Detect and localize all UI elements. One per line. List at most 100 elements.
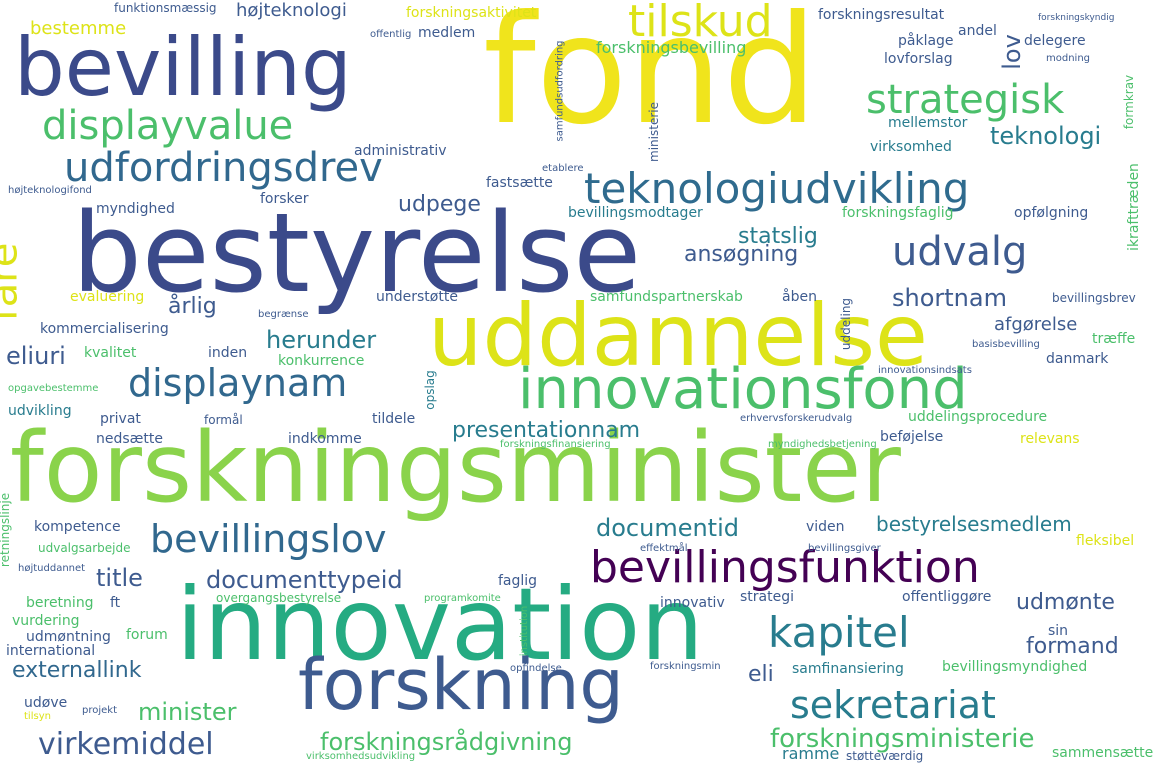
word-lovforslag: lovforslag xyxy=(884,51,953,67)
word-fastsaette: fastsætte xyxy=(486,175,553,191)
word-bevillingsbrev: bevillingsbrev xyxy=(1052,291,1136,305)
word-udvikling: udvikling xyxy=(8,403,72,419)
word-traeffe: træffe xyxy=(1092,331,1136,347)
word-afgorelse: afgørelse xyxy=(994,314,1078,335)
word-retningslinje: retningslinje xyxy=(0,492,13,568)
word-erhvervsforskerudvalg: erhvervsforskerudvalg xyxy=(740,413,853,424)
word-formal: formål xyxy=(204,413,243,427)
word-innovationsfond: innovationsfond xyxy=(518,357,968,422)
word-ministerie: ministerie xyxy=(646,102,661,162)
word-samfundsudfordring: samfundsudfordring xyxy=(554,40,566,142)
word-bestyrelsesmedlem: bestyrelsesmedlem xyxy=(876,512,1072,536)
word-stottevaerdig: støtteværdig xyxy=(846,749,924,763)
word-andel: andel xyxy=(958,23,997,39)
word-virksomhed: virksomhed xyxy=(870,139,952,155)
word-kapitel: kapitel xyxy=(768,608,910,657)
word-kompetence: kompetence xyxy=(34,519,121,535)
word-aben: åben xyxy=(782,289,817,305)
word-minister: minister xyxy=(138,698,237,726)
word-virkemiddel: virkemiddel xyxy=(38,727,214,762)
word-uddeling: uddeling xyxy=(839,297,854,351)
word-udmonte: udmønte xyxy=(1016,590,1115,615)
word-forskningsminister: forskningsminister xyxy=(10,412,901,524)
word-forskning: forskning xyxy=(298,644,624,726)
word-innovativ: innovativ xyxy=(660,595,725,611)
word-samfinansiering: samfinansiering xyxy=(792,661,904,677)
word-relevans: relevans xyxy=(1020,431,1080,447)
word-lov: lov xyxy=(997,34,1026,70)
word-bestemme: bestemme xyxy=(30,18,127,39)
word-begraense: begrænse xyxy=(258,309,309,320)
word-udpege: udpege xyxy=(398,192,481,217)
word-uddelingsprocedure: uddelingsprocedure xyxy=(908,409,1048,425)
word-forskningsmin: forskningsmin xyxy=(650,661,721,672)
word-delegere: delegere xyxy=(1024,33,1086,49)
word-offentlig: offentlig xyxy=(370,29,412,40)
word-forskningsfaglig: forskningsfaglig xyxy=(842,205,954,221)
word-bestyrelse: bestyrelse xyxy=(72,189,642,317)
word-effektmal: effektmål xyxy=(640,543,688,554)
word-opslag: opslag xyxy=(422,370,437,410)
word-eliuri: eliuri xyxy=(6,342,66,370)
word-bevillingsgiver: bevillingsgiver xyxy=(808,543,881,554)
word-teknologi: teknologi xyxy=(990,122,1102,150)
word-sin: sin xyxy=(1048,623,1069,639)
word-viden: viden xyxy=(806,519,845,535)
word-sekretariat: sekretariat xyxy=(790,683,996,727)
word-ikrafttraeden: ikrafttræden xyxy=(1125,163,1142,251)
word-basisbevilling: basisbevilling xyxy=(972,339,1040,350)
word-befojelse: beføjelse xyxy=(880,429,944,445)
word-international: international xyxy=(6,643,96,659)
word-understotte: understøtte xyxy=(376,289,458,305)
word-evaluering: evaluering xyxy=(70,289,145,305)
word-fleksibel: fleksibel xyxy=(1076,533,1135,549)
word-udvalg: udvalg xyxy=(892,229,1028,275)
word-administrativ: administrativ xyxy=(354,143,447,159)
word-tildele: tildele xyxy=(372,411,416,427)
word-opgavebestemme: opgavebestemme xyxy=(8,383,99,394)
word-kvalitet: kvalitet xyxy=(84,345,137,361)
word-fond: fond xyxy=(483,0,818,158)
word-modning: modning xyxy=(1046,53,1091,64)
word-displayvalue: displayvalue xyxy=(42,103,294,149)
word-externallink: externallink xyxy=(12,658,142,683)
word-udvalgsarbejde: udvalgsarbejde xyxy=(38,541,131,555)
word-virksomhedsudvikling: virksomhedsudvikling xyxy=(306,751,416,762)
word-privat: privat xyxy=(100,411,141,427)
word-forsker: forsker xyxy=(260,191,309,207)
word-udmontning: udmøntning xyxy=(26,629,111,645)
word-udfordringsdrev: udfordringsdrev xyxy=(64,145,383,191)
word-forskningskyndig: forskningskyndig xyxy=(1038,13,1115,23)
word-ft: ft xyxy=(110,595,121,611)
word-nedsaette: nedsætte xyxy=(96,431,164,447)
word-indkomme: indkomme xyxy=(288,431,362,447)
word-formkrav: formkrav xyxy=(1122,74,1137,130)
word-forskningsministerie: forskningsministerie xyxy=(770,724,1035,754)
word-tilskud: tilskud xyxy=(628,0,773,47)
word-samfundspartnerskab: samfundspartnerskab xyxy=(590,289,743,305)
word-konkurrence: konkurrence xyxy=(278,353,365,369)
word-hojteknologi: højteknologi xyxy=(236,0,347,21)
word-ansogning: ansøgning xyxy=(684,242,799,267)
word-danmark: danmark xyxy=(1046,351,1109,367)
word-overgangsbestyrelse: overgangsbestyrelse xyxy=(216,591,342,605)
word-projekt: projekt xyxy=(82,705,117,716)
word-etablere: etablere xyxy=(542,163,584,174)
word-shortnam: shortnam xyxy=(892,284,1007,312)
word-opfindelse: opfindelse xyxy=(510,663,562,674)
word-documentid: documentid xyxy=(596,514,739,542)
word-udove: udøve xyxy=(24,695,68,711)
word-formand: formand xyxy=(1026,634,1119,659)
word-beretning: beretning xyxy=(26,595,94,611)
word-herunder: herunder xyxy=(266,326,377,354)
word-teknologiudvikling: teknologiudvikling xyxy=(584,164,970,213)
word-bevilling: bevilling xyxy=(14,21,352,114)
word-fare: fare xyxy=(0,242,27,322)
word-presentationnam: presentationnam xyxy=(452,418,641,443)
word-forum: forum xyxy=(126,627,168,643)
word-statslig: statslig xyxy=(738,224,818,249)
word-forskningsresultat: forskningsresultat xyxy=(818,7,945,23)
word-offentliggore: offentliggøre xyxy=(902,589,992,605)
word-inden: inden xyxy=(208,345,248,361)
